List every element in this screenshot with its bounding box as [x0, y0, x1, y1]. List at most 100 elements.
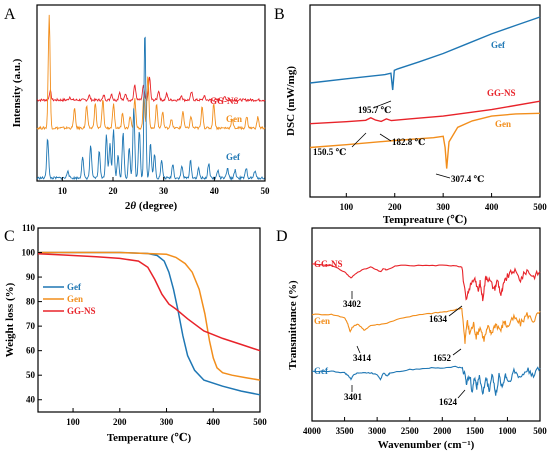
series-line-a-gen	[36, 14, 266, 131]
panel-label-b: B	[274, 6, 285, 23]
xticks-b: 100 200 300 400 500	[340, 193, 547, 212]
curves-d	[311, 263, 541, 396]
ytick-label-c-50: 50	[26, 370, 36, 380]
annotation-arrow-150-5	[351, 132, 367, 148]
x-axis-label-b: Tempreature (℃)	[383, 214, 467, 226]
ytick-label-c-60: 60	[26, 346, 36, 356]
annotation-arrow-1624	[457, 389, 466, 399]
curves-b	[309, 16, 541, 169]
xtick-label-d-3000: 3000	[368, 426, 387, 436]
series-line-c-gen	[38, 251, 261, 381]
legend-label-gef: Gef	[67, 282, 82, 292]
series-label-gen-a: Gen	[226, 114, 242, 124]
y-axis-label-b: DSC (mW/mg)	[285, 66, 297, 136]
series-label-gef-b: Gef	[491, 40, 506, 50]
series-line-a-gef	[36, 36, 266, 181]
annotation-arrow-1652	[452, 348, 462, 356]
xtick-label-a-40: 40	[210, 186, 220, 196]
ytick-label-c-80: 80	[26, 297, 36, 307]
series-label-gef-a: Gef	[226, 152, 241, 162]
series-line-b-gef	[309, 16, 541, 91]
curves-c	[37, 251, 261, 396]
series-label-gen-b: Gen	[495, 119, 511, 129]
series-line-d-gef	[311, 365, 541, 396]
xtick-label-a-10: 10	[58, 186, 68, 196]
ytick-label-c-110: 110	[22, 223, 36, 233]
xtick-label-d-3500: 3500	[336, 426, 355, 436]
series-label-ggns-b: GG-NS	[487, 88, 516, 98]
series-line-b-ggns	[309, 100, 541, 125]
x-axis-label-d: Wavenumber (cm⁻¹)	[378, 439, 475, 451]
series-line-c-ggns	[37, 253, 261, 352]
panel-d: D 4000 3500 3000 2500 2000 1500 1000 500 GG-NS …	[276, 227, 547, 451]
ytick-label-c-100: 100	[22, 248, 36, 258]
annotation-arrow-195-7	[372, 100, 392, 109]
series-line-a-ggns	[36, 76, 266, 103]
xtick-label-d-500: 500	[533, 426, 547, 436]
annotation-3402: 3402	[343, 299, 362, 309]
plot-frame-c	[37, 227, 261, 413]
xtick-label-d-2000: 2000	[433, 426, 452, 436]
xticks-d: 4000 3500 3000 2500 2000 1500 1000 500	[303, 417, 547, 436]
y-axis-label-d: Transmittance (%)	[287, 280, 299, 370]
annotation-182-8: 182.8 ℃	[392, 137, 426, 147]
panel-b: B 100 200 300 400 500 Gef GG-NS Gen 195.7 ℃ …	[274, 4, 547, 226]
series-label-gen-d: Gen	[314, 316, 330, 326]
xtick-label-c-300: 300	[160, 417, 174, 427]
annotation-150-5: 150.5 ℃	[313, 147, 347, 157]
annotation-3414: 3414	[353, 353, 372, 363]
xtick-label-d-4000: 4000	[303, 426, 322, 436]
x-axis-label-c: Temperature (℃)	[107, 432, 192, 444]
y-axis-label-a: Intensity (a.u.)	[11, 58, 23, 127]
series-line-d-ggns	[311, 263, 541, 302]
legend-c: Gef Gen GG-NS	[43, 282, 96, 316]
panel-label-d: D	[276, 228, 288, 245]
xtick-label-c-500: 500	[253, 417, 267, 427]
annotation-1624: 1624	[439, 397, 458, 407]
panel-c: C 100 200 300 400 500 40 50 60 70 80 90 100 110 Gef …	[4, 223, 267, 444]
panel-label-c: C	[4, 228, 15, 245]
xtick-label-b-100: 100	[340, 202, 354, 212]
annotation-3401: 3401	[344, 392, 363, 402]
annotation-arrow-182-8	[379, 133, 392, 142]
xtick-label-d-1500: 1500	[466, 426, 485, 436]
annotation-1652: 1652	[433, 353, 452, 363]
panel-label-a: A	[4, 6, 16, 23]
series-line-d-gen	[311, 307, 541, 344]
ytick-label-c-70: 70	[26, 321, 36, 331]
plot-frame-d	[311, 227, 541, 422]
xtick-label-b-500: 500	[533, 202, 547, 212]
ytick-label-c-40: 40	[26, 395, 36, 405]
series-label-ggns-a: GG-NS	[210, 96, 239, 106]
annotation-arrow-3414	[356, 345, 361, 354]
panel-a: A 10 20 30 40 50 GG-NS Gen Gef 2θ (degree) I…	[4, 4, 270, 212]
xtick-label-b-400: 400	[485, 202, 499, 212]
plot-frame-b	[309, 4, 541, 198]
curves-a	[36, 14, 266, 181]
annotation-195-7: 195.7 ℃	[358, 105, 392, 115]
xtick-label-c-100: 100	[66, 417, 80, 427]
plot-frame-a	[36, 4, 266, 182]
xtick-label-a-20: 20	[109, 186, 119, 196]
annotation-arrow-1634	[448, 305, 463, 317]
ticks-c: 100 200 300 400 500 40 50 60 70 80 90 100 110	[22, 223, 268, 427]
xtick-label-b-300: 300	[436, 202, 450, 212]
series-line-b-gen	[309, 112, 541, 169]
xtick-label-b-200: 200	[388, 202, 402, 212]
y-axis-label-c: Weight loss (%)	[4, 282, 16, 357]
legend-label-ggns: GG-NS	[67, 306, 96, 316]
annotation-1634: 1634	[429, 314, 448, 324]
xtick-label-c-400: 400	[207, 417, 221, 427]
annotation-307-4: 307.4 ℃	[451, 174, 485, 184]
xtick-label-c-200: 200	[113, 417, 127, 427]
ytick-label-c-90: 90	[26, 272, 36, 282]
x-axis-label-a: 2θ (degree)	[125, 200, 178, 212]
xtick-label-d-2500: 2500	[401, 426, 420, 436]
xticks-a: 10 20 30 40 50	[58, 177, 270, 196]
legend-label-gen: Gen	[67, 294, 83, 304]
series-label-gef-d: Gef	[314, 366, 329, 376]
xtick-label-d-1000: 1000	[498, 426, 517, 436]
annotation-arrow-307-4	[435, 173, 451, 179]
series-label-ggns-d: GG-NS	[314, 259, 343, 269]
